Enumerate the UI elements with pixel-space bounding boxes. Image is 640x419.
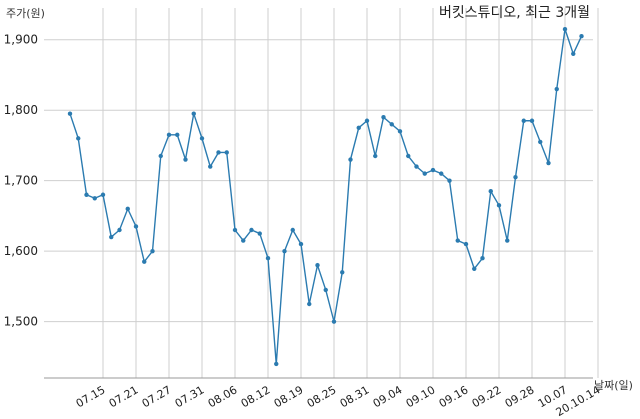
x-tick-label: 08.19 [272,383,306,410]
x-tick-labels: 07.15 07.21 07.27 07.31 08.06 08.12 08.19 08.25… [74,383,603,419]
x-tick-label: 08.06 [206,383,240,410]
data-point [76,136,81,141]
data-point [521,118,526,123]
data-point [340,270,345,275]
data-point [216,150,221,155]
x-tick-label: 07.27 [140,383,174,410]
data-point [166,132,172,138]
x-tick-label: 07.15 [74,383,108,410]
data-point [472,266,477,271]
data-point [364,118,370,123]
data-point [455,238,460,243]
data-point [315,263,320,268]
y-axis-label: 주가(원) [6,7,45,20]
data-point [463,241,469,247]
data-point [282,248,287,254]
data-point [348,157,353,162]
data-point [546,160,551,166]
data-point [265,255,271,261]
data-point [406,153,411,159]
data-point [414,164,419,169]
x-tick-label: 08.25 [305,383,339,410]
data-point [241,238,246,243]
data-point [84,192,89,197]
data-point [175,132,180,138]
y-tick-label: 1,800 [4,103,38,117]
x-tick-label: 09.10 [404,383,438,410]
x-tick-label: 08.12 [239,383,273,410]
data-point [373,153,378,159]
data-point [142,259,147,264]
data-point [109,234,114,240]
data-point [208,164,213,169]
price-series-points [67,26,584,367]
data-point [298,241,304,247]
data-point [67,111,73,116]
data-point [199,136,205,141]
data-point [224,150,229,155]
data-point [183,157,188,162]
y-tick-label: 1,900 [4,33,38,47]
y-tick-labels: 1,500 1,600 1,700 1,800 1,900 [4,33,38,329]
data-point [496,203,502,208]
data-point [562,26,568,32]
x-tick-label: 07.21 [107,383,141,410]
data-point [430,167,436,173]
data-point [158,153,163,159]
data-point [554,86,559,92]
data-point [257,231,262,236]
data-point [439,171,444,176]
data-point [249,227,254,233]
data-point [538,139,543,145]
data-point [480,255,485,261]
data-point [381,115,386,120]
data-point [397,129,403,134]
price-series-line [69,28,583,364]
x-tick-label: 09.04 [371,383,405,410]
data-point [232,227,238,233]
x-tick-label: 09.28 [503,383,537,410]
y-tick-label: 1,500 [4,315,38,329]
y-tick-label: 1,700 [4,174,38,188]
chart-title: 버킷스튜디오, 최근 3개월 [439,5,590,21]
data-point [422,171,427,176]
data-point [505,238,510,243]
x-tick-label: 09.16 [437,383,471,410]
data-point [290,227,295,233]
data-point [274,361,279,367]
data-point [150,248,155,254]
x-axis-label: 날짜(일) [594,378,633,392]
y-tick-label: 1,600 [4,244,38,258]
data-point [100,192,106,197]
data-point [331,319,337,324]
data-point [513,174,518,180]
data-point [92,196,97,201]
data-point [389,122,394,127]
data-point [488,189,493,194]
x-tick-label: 07.31 [173,383,207,410]
data-point [117,227,122,233]
gridlines [44,8,599,378]
data-point [447,178,452,183]
data-point [571,51,576,57]
data-point [356,125,361,131]
data-point [191,111,196,116]
data-point [323,287,328,293]
data-point [133,224,139,229]
data-point [529,118,535,123]
data-point [307,301,312,307]
data-point [125,206,130,212]
x-tick-label: 08.31 [338,383,372,410]
data-point [579,33,584,39]
x-tick-label: 09.22 [470,383,504,410]
